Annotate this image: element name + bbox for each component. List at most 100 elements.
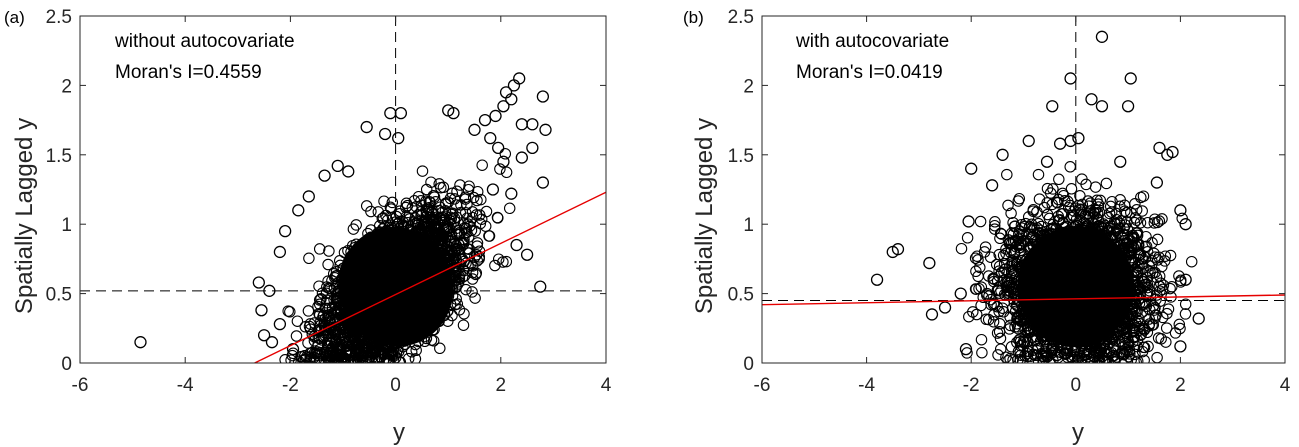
panel-a-point [421, 205, 433, 217]
panel-b-point [1076, 173, 1088, 185]
panel-a-point [461, 212, 473, 224]
panel-a-outlier-point [278, 224, 292, 238]
panel-a-point [323, 245, 335, 257]
panel-b-data-layer [762, 16, 1285, 363]
panel-b-point [1122, 338, 1135, 351]
panel-a-outlier-point [257, 329, 271, 342]
panel-b-point [1153, 251, 1165, 263]
panel-b-point [975, 333, 988, 346]
panel-a-point [290, 330, 303, 342]
panel-b-point [1135, 191, 1147, 204]
panel-b-point [1148, 304, 1161, 316]
panel-b-point [1149, 251, 1161, 263]
panel-a-point [394, 205, 406, 217]
panel-b-point [1109, 356, 1121, 363]
panel-b-point [1146, 237, 1158, 249]
panel-a-point [386, 196, 399, 209]
panel-a-outlier-point [273, 317, 287, 331]
panel-a-point [372, 206, 385, 218]
panel-b-point [1159, 255, 1171, 267]
panel-a-point [426, 206, 438, 219]
panel-a-point [365, 205, 377, 218]
panel-b-point [1052, 214, 1065, 226]
panel-a-point [350, 219, 362, 231]
panel-b-point [1091, 207, 1104, 219]
panel-a-point [408, 195, 421, 207]
panel-a-point [500, 255, 513, 268]
panel-b-point [1032, 217, 1045, 230]
panel-a-y-tick-label: 2.5 [46, 7, 72, 28]
panel-a-x-tick-label: -6 [72, 375, 89, 396]
panel-a-point [427, 189, 440, 202]
panel-b-point [1104, 200, 1117, 213]
panel-a-outlier-point [497, 100, 510, 113]
panel-b-point [1144, 266, 1156, 278]
panel-a-point [377, 346, 389, 358]
panel-a-outlier-point [342, 165, 355, 178]
panel-a-point [479, 220, 492, 232]
panel-a-point [467, 191, 480, 204]
panel-b-point [1016, 222, 1028, 234]
panel-b-point [1064, 161, 1076, 173]
panel-a-outlier-point [331, 159, 344, 173]
panel-a-point [303, 320, 316, 333]
panel-a-point [310, 347, 322, 360]
panel-a-point [420, 183, 433, 196]
panel-b-point [1001, 168, 1013, 181]
panel-a-outlier-point [515, 151, 528, 164]
panel-a-point-core [338, 226, 454, 347]
panel-b-point [974, 215, 987, 228]
panel-a-x-axis-label: y [393, 419, 405, 446]
panel-a-outlier-point [497, 155, 510, 168]
panel-b-point [1179, 298, 1192, 310]
panel-a-point [323, 282, 335, 294]
panel-a-y-tick-label: 0.5 [46, 285, 72, 306]
panel-a-outlier-point [252, 276, 265, 289]
panel-b-point [1026, 222, 1038, 234]
panel-b-y-axis-label: Spatially Lagged y [691, 118, 718, 314]
panel-a-point [329, 337, 341, 349]
panel-a-outlier-point [539, 123, 552, 136]
panel-b-point [1011, 310, 1024, 323]
panel-a-outlier-point [265, 336, 279, 349]
panel-a-outlier-point [536, 90, 550, 103]
panel-a-point [334, 349, 346, 362]
panel-b-point [974, 261, 986, 274]
panel-a-x-tick-label: -2 [282, 375, 299, 396]
panel-a-point [323, 316, 336, 328]
panel-a-outlier-point [526, 118, 539, 131]
panel-b-point [1009, 321, 1021, 333]
panel-a-point [503, 202, 516, 215]
panel-b-point [976, 346, 988, 359]
panel-b-point [1032, 342, 1045, 355]
panel-a-point [434, 229, 446, 242]
panel-b-point [1129, 317, 1142, 329]
panel-a-point [458, 218, 470, 230]
panel-b-point [1151, 233, 1164, 246]
panel-a-point [497, 256, 509, 268]
panel-b-x-axis-label: y [1072, 419, 1084, 446]
panel-a-regression-line [254, 191, 606, 363]
panel-a-point [445, 212, 458, 225]
panel-b-point [1005, 341, 1018, 353]
panel-a-point [470, 268, 482, 281]
panel-b-label: (b) [683, 8, 704, 27]
panel-a-outlier-point [486, 183, 500, 196]
panel-a-point [500, 166, 513, 179]
panel-a-point [474, 217, 487, 230]
panel-b-point [1121, 223, 1134, 235]
panel-b-point [969, 283, 982, 295]
panel-a-point [473, 209, 486, 221]
panel-b-point [973, 282, 985, 295]
panel-a-point [416, 165, 429, 177]
panel-b-point [971, 250, 983, 262]
panel-b-point [1057, 207, 1069, 220]
panel-a-point [352, 355, 365, 363]
panel-b-point [989, 216, 1001, 228]
panel-a-point [446, 187, 459, 200]
panel-b-point [987, 316, 1000, 328]
panel-a-point [463, 243, 475, 256]
panel-a-outlier-point [447, 107, 460, 120]
panel-b-point-cloud [955, 161, 1198, 363]
panel-a-point [462, 218, 474, 230]
